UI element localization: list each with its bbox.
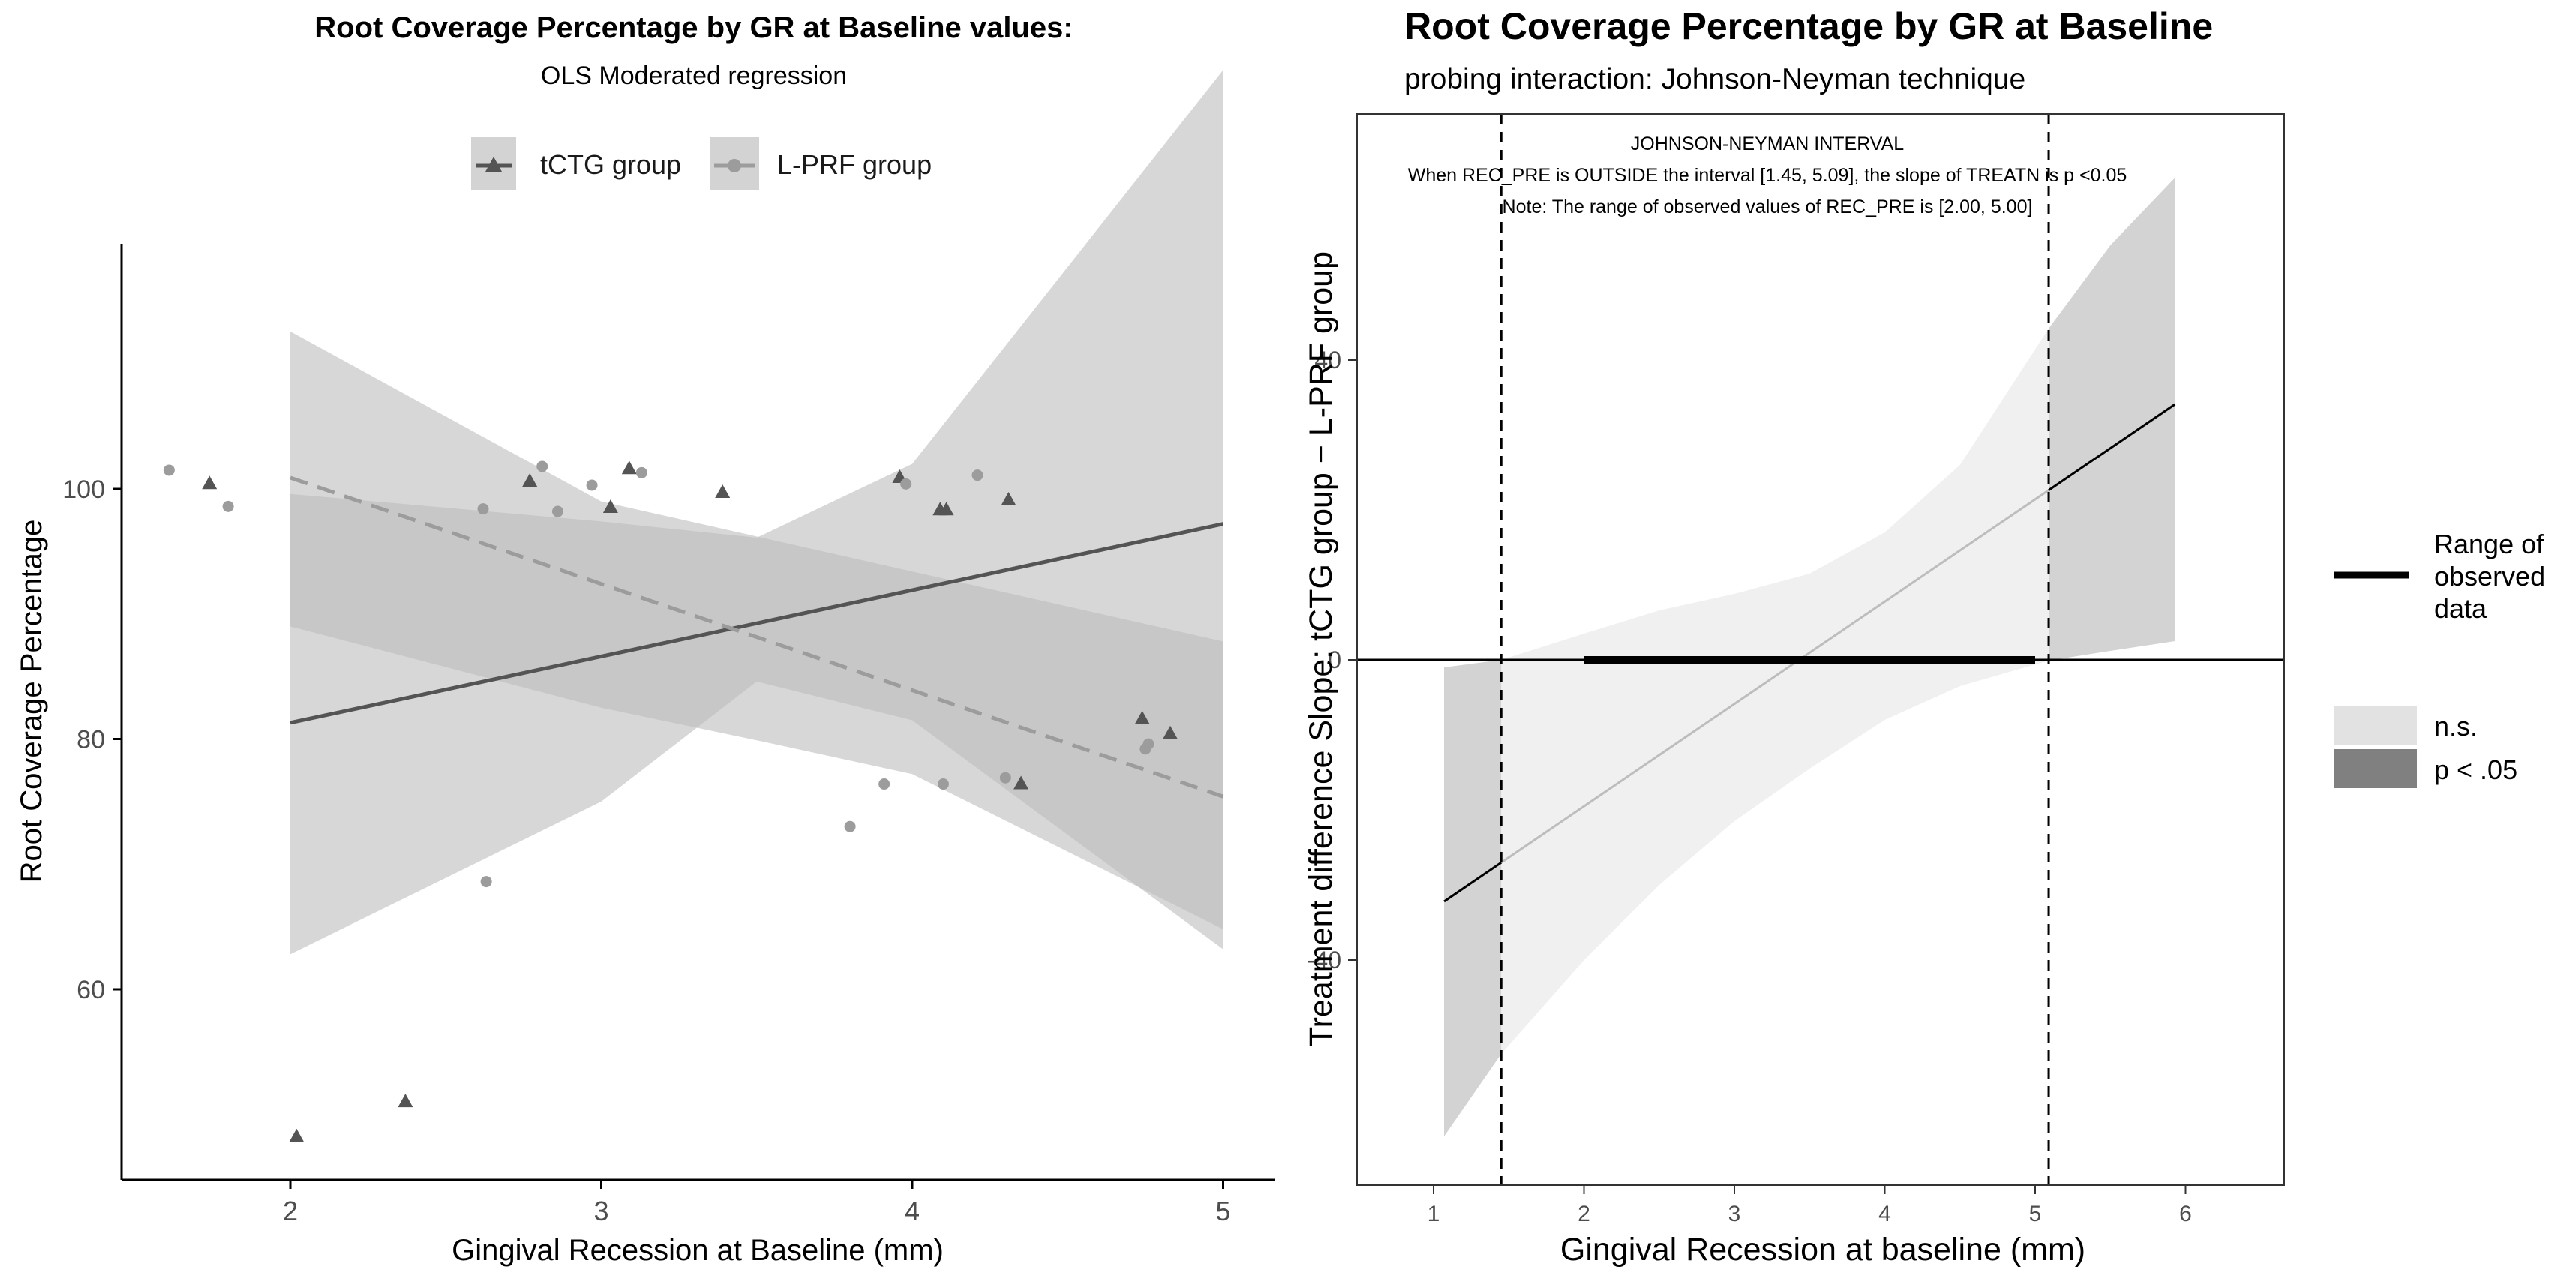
right-x-tick-label-2: 2	[1578, 1202, 1590, 1226]
legend-ns-key	[2334, 706, 2417, 745]
left-point-lprf-4	[536, 460, 548, 472]
left-point-lprf-0	[163, 464, 175, 476]
left-x-tick-label-5: 5	[1215, 1196, 1230, 1226]
left-point-tctg-13	[1163, 725, 1178, 740]
jn-annotation-title: JOHNSON-NEYMAN INTERVAL	[1631, 134, 1905, 154]
jn-band-sig-left	[1444, 660, 1502, 1136]
right-confidence-bands	[1444, 178, 2175, 1136]
left-ci-band-0	[290, 70, 1223, 955]
left-y-axis-label: Root Coverage Percentage	[15, 520, 48, 884]
left-legend-tctg-marker	[485, 157, 502, 172]
right-x-tick-label-5: 5	[2029, 1202, 2042, 1226]
legend-ns-label: n.s.	[2434, 711, 2478, 742]
right-chart-title: Root Coverage Percentage by GR at Baseli…	[1404, 5, 2213, 47]
legend-sig-label: p < .05	[2434, 754, 2517, 785]
right-x-tick-label-6: 6	[2179, 1202, 2192, 1226]
right-y-tick-label--40: -40	[1307, 946, 1341, 974]
left-y-tick-label-100: 100	[62, 476, 105, 504]
left-confidence-bands	[290, 70, 1223, 955]
left-chart-title: Root Coverage Percentage by GR at Baseli…	[314, 11, 1073, 44]
left-point-tctg-9	[938, 502, 954, 516]
right-ticks: 1 2 3 4 5 6 -40 0 40	[1307, 346, 2192, 1226]
left-x-tick-label-3: 3	[593, 1196, 608, 1226]
right-x-tick-label-3: 3	[1728, 1202, 1741, 1226]
left-legend-lprf-label: L-PRF group	[777, 149, 932, 180]
slope-line-ns	[1500, 489, 2049, 864]
jn-band-ns	[1501, 328, 2049, 1054]
left-point-tctg-12	[1134, 710, 1150, 724]
left-point-tctg-2	[398, 1094, 413, 1108]
left-legend: tCTG group L-PRF group	[471, 137, 932, 190]
right-x-tick-label-1: 1	[1428, 1202, 1440, 1226]
left-point-tctg-1	[289, 1128, 305, 1142]
left-point-lprf-6	[586, 479, 598, 491]
left-point-lprf-1	[222, 500, 234, 512]
right-chart-subtitle: probing interaction: Johnson-Neyman tech…	[1404, 63, 2025, 95]
left-legend-lprf-marker	[728, 159, 741, 172]
left-point-lprf-5	[551, 506, 563, 518]
left-chart: Root Coverage Percentage by GR at Baseli…	[15, 11, 1275, 1267]
legend-range-label-1: Range of	[2434, 529, 2544, 560]
legend-range-label-2: observed	[2434, 561, 2545, 592]
left-point-lprf-10	[900, 478, 912, 490]
left-point-tctg-4	[602, 500, 618, 513]
left-point-lprf-8	[844, 820, 856, 832]
left-x-axis-label: Gingival Recession at Baseline (mm)	[452, 1234, 944, 1267]
left-point-tctg-10	[1001, 492, 1016, 506]
right-y-axis-label: Treatment difference Slope: tCTG group −…	[1303, 251, 1339, 1046]
slope-line-sig-left	[1443, 861, 1503, 903]
right-chart: Root Coverage Percentage by GR at Baseli…	[1303, 5, 2545, 1268]
left-point-lprf-7	[635, 466, 647, 478]
legend-sig-key	[2334, 749, 2417, 788]
left-point-tctg-5	[621, 460, 637, 475]
right-x-axis-label: Gingival Recession at baseline (mm)	[1560, 1232, 2085, 1268]
left-legend-tctg-label: tCTG group	[540, 149, 681, 180]
right-marks	[1357, 114, 2284, 1185]
right-x-tick-label-4: 4	[1878, 1202, 1891, 1226]
jn-annotation-line-2: Note: The range of observed values of RE…	[1503, 196, 2033, 218]
left-y-tick-label-60: 60	[77, 976, 105, 1004]
left-x-tick-label-2: 2	[283, 1196, 298, 1226]
left-ticks: 2 3 4 5 60 80 100	[62, 476, 1230, 1226]
jn-band-sig-right	[2049, 178, 2175, 661]
right-y-tick-label-0: 0	[1328, 646, 1341, 674]
left-point-lprf-15	[1142, 738, 1154, 750]
left-point-lprf-3	[480, 876, 492, 888]
left-fit-line-0	[290, 522, 1224, 725]
left-point-lprf-12	[971, 470, 983, 482]
right-y-tick-label-40: 40	[1314, 346, 1341, 374]
left-point-tctg-3	[522, 473, 538, 487]
left-point-lprf-11	[937, 778, 949, 790]
left-point-tctg-6	[715, 484, 731, 498]
left-point-lprf-9	[878, 778, 890, 790]
jn-annotation-line-1: When REC_PRE is OUTSIDE the interval [1.…	[1408, 165, 2127, 186]
legend-range-label-3: data	[2434, 593, 2487, 624]
left-x-tick-label-4: 4	[905, 1196, 920, 1226]
right-annotation: JOHNSON-NEYMAN INTERVAL When REC_PRE is …	[1408, 134, 2127, 218]
left-data-points	[163, 460, 1178, 1142]
left-point-lprf-13	[999, 772, 1011, 784]
left-point-lprf-2	[477, 503, 489, 515]
left-point-tctg-11	[1013, 776, 1029, 790]
left-y-tick-label-80: 80	[77, 726, 105, 754]
slope-line-sig-right	[2048, 403, 2176, 491]
right-plot-border	[1356, 113, 2285, 1186]
left-point-tctg-0	[202, 476, 218, 490]
right-legend: Range of observed data n.s. p < .05	[2334, 529, 2545, 788]
left-fit-line-1	[290, 476, 1224, 799]
left-chart-subtitle: OLS Moderated regression	[541, 62, 847, 90]
left-fit-lines	[290, 476, 1224, 799]
